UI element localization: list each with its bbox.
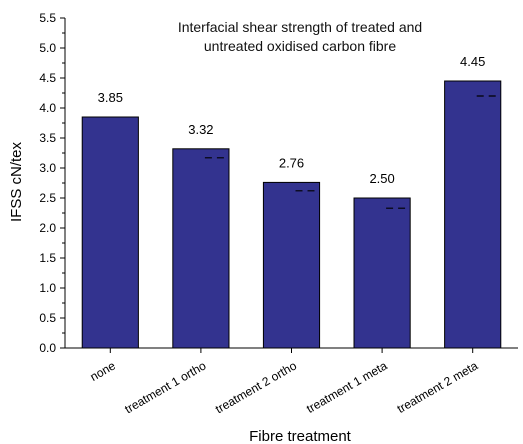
y-tick-label: 3.0 bbox=[39, 161, 56, 175]
y-tick-label: 0.5 bbox=[39, 311, 56, 325]
chart-title-line-1: Interfacial shear strength of treated an… bbox=[178, 19, 422, 35]
y-tick-label: 3.5 bbox=[39, 131, 56, 145]
bar bbox=[353, 197, 411, 349]
bar-value-label: 4.45 bbox=[460, 54, 485, 69]
x-tick-label: treatment 1 meta bbox=[304, 358, 390, 416]
bar bbox=[172, 148, 230, 349]
y-axis-title: IFSS cN/tex bbox=[8, 141, 25, 222]
y-tick-label: 4.5 bbox=[39, 71, 56, 85]
chart-title-line-2: untreated oxidised carbon fibre bbox=[204, 38, 396, 54]
bar-value-label: 3.85 bbox=[98, 90, 123, 105]
x-axis-title: Fibre treatment bbox=[249, 428, 352, 444]
x-tick-label: treatment 1 ortho bbox=[122, 358, 208, 416]
bar bbox=[262, 181, 321, 349]
y-tick-label: 0.0 bbox=[39, 341, 56, 355]
x-tick-label: none bbox=[88, 358, 118, 384]
x-tick-label: treatment 2 meta bbox=[395, 358, 481, 416]
y-tick-label: 2.5 bbox=[39, 191, 56, 205]
y-tick-label: 5.0 bbox=[39, 41, 56, 55]
bar bbox=[444, 80, 502, 349]
y-tick-label: 5.5 bbox=[39, 11, 56, 25]
y-tick-label: 1.0 bbox=[39, 281, 56, 295]
y-tick-label: 4.0 bbox=[39, 101, 56, 115]
bar bbox=[81, 116, 139, 349]
bar-value-label: 2.76 bbox=[279, 155, 304, 170]
bar-value-label: 2.50 bbox=[369, 171, 394, 186]
bars: 3.85 3.32 2.76 2.50 4.45 bbox=[81, 54, 502, 349]
y-tick-label: 2.0 bbox=[39, 221, 56, 235]
x-tick-label: treatment 2 ortho bbox=[213, 358, 299, 416]
y-tick-label: 1.5 bbox=[39, 251, 56, 265]
bar-value-label: 3.32 bbox=[188, 122, 213, 137]
